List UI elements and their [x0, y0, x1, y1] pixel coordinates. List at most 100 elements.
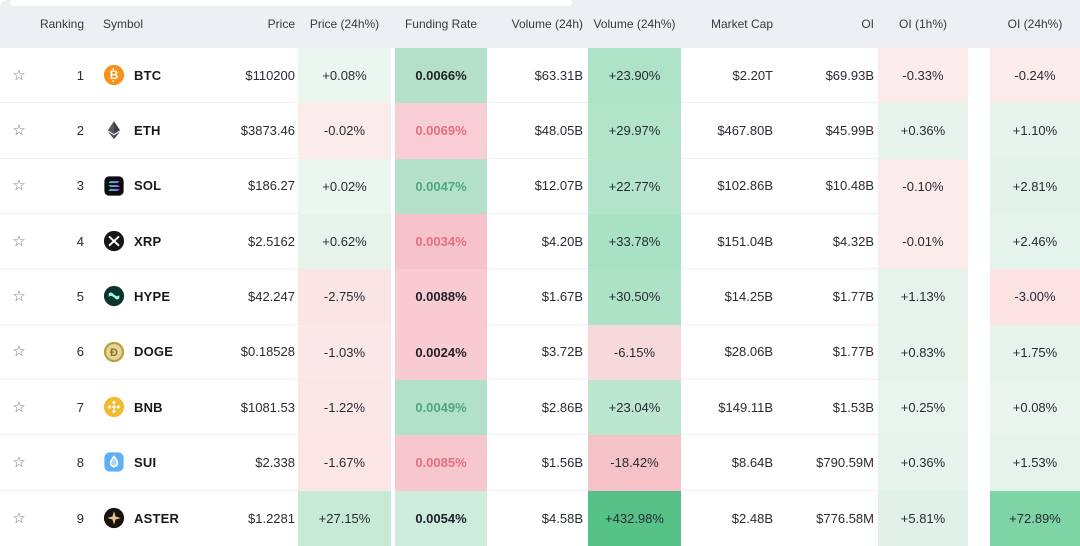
vol-cell: $12.07B — [487, 159, 588, 214]
oi24h-cell: +1.10% — [990, 103, 1080, 159]
symbol-cell[interactable]: HYPE — [94, 269, 230, 325]
oi24h-value: -3.00% — [1014, 289, 1056, 305]
funding-value: 0.0088% — [415, 289, 467, 305]
vol-cell: $48.05B — [487, 103, 588, 159]
funding-value: 0.0024% — [415, 344, 467, 360]
favorite-star-icon[interactable]: ☆ — [12, 509, 26, 527]
table-row: ☆ 5 HYPE $42.247 -2.75% 0.0088% $1.67B +30.50% $… — [0, 269, 1080, 325]
oi1h-value: +1.13% — [900, 289, 946, 305]
column-header-price24[interactable]: Price (24h%) — [298, 0, 391, 48]
column-header-oi24h[interactable]: OI (24h%) — [990, 0, 1080, 48]
vol-cell: $1.56B — [487, 435, 588, 491]
price-cell: $1.2281 — [230, 491, 298, 546]
price-cell: $1081.53 — [230, 380, 298, 436]
symbol-label: BNB — [134, 399, 163, 415]
oi-value: $776.58M — [816, 510, 874, 526]
vol-cell: $4.58B — [487, 491, 588, 546]
oi-value: $1.53B — [832, 399, 874, 415]
column-header-label: Volume (24h) — [511, 17, 583, 31]
column-header-label: Price — [267, 17, 295, 31]
column-header-funding[interactable]: Funding Rate — [395, 0, 487, 48]
mcap-cell: $149.11B — [681, 380, 780, 436]
column-header-label: Market Cap — [710, 17, 773, 31]
oi-cell: $1.77B — [780, 269, 878, 325]
column-header-label: Ranking — [39, 17, 84, 31]
funding-cell: 0.0024% — [395, 324, 487, 380]
price24-cell: +0.62% — [298, 213, 391, 270]
favorite-star-icon[interactable]: ☆ — [12, 343, 26, 361]
price24-value: +0.08% — [322, 68, 367, 84]
price24-value: +0.62% — [322, 234, 367, 250]
symbol-cell[interactable]: XRP — [94, 214, 230, 270]
favorite-star-icon[interactable]: ☆ — [12, 66, 26, 84]
table-row: ☆ 2 ETH $3873.46 -0.02% 0.0069% $48.05B +29.97%… — [0, 103, 1080, 159]
symbol-cell[interactable]: BNB — [94, 380, 230, 436]
mcap-cell: $2.48B — [681, 491, 780, 546]
column-header-oi1h[interactable]: OI (1h%) — [878, 0, 968, 48]
symbol-label: XRP — [134, 233, 162, 249]
column-gap — [968, 435, 990, 490]
price24-cell: -1.22% — [298, 379, 391, 436]
ranking-cell: 5 — [38, 269, 94, 325]
vol-value: $4.58B — [541, 510, 583, 526]
column-header-price[interactable]: Price — [230, 0, 298, 48]
price-value: $3873.46 — [240, 122, 295, 138]
column-header-label: Volume (24h%) — [593, 17, 676, 31]
vol24-value: +23.04% — [608, 400, 661, 416]
oi24h-cell: +1.53% — [990, 435, 1080, 491]
ranking-value: 4 — [76, 233, 84, 249]
favorite-star-icon[interactable]: ☆ — [12, 287, 26, 305]
oi24h-cell: -3.00% — [990, 269, 1080, 325]
vol-cell: $1.67B — [487, 269, 588, 325]
funding-value: 0.0066% — [415, 68, 467, 84]
column-header-mcap[interactable]: Market Cap — [681, 0, 780, 48]
oi24h-cell: +0.08% — [990, 379, 1080, 436]
column-header-oi[interactable]: OI — [780, 0, 878, 48]
symbol-cell[interactable]: SUI — [94, 435, 230, 491]
column-header-symbol[interactable]: Symbol — [94, 0, 230, 48]
column-gap — [968, 325, 990, 380]
column-header-vol24[interactable]: Volume (24h%) — [588, 0, 681, 48]
vol-value: $1.56B — [541, 454, 583, 470]
symbol-cell[interactable]: ASTER — [94, 491, 230, 546]
oi1h-cell: +0.83% — [878, 324, 968, 380]
favorite-star-icon[interactable]: ☆ — [12, 121, 26, 139]
funding-value: 0.0034% — [415, 234, 467, 250]
ranking-cell: 6 — [38, 325, 94, 380]
column-header-vol[interactable]: Volume (24h) — [487, 0, 588, 48]
price24-cell: +0.02% — [298, 158, 391, 214]
column-gap — [968, 380, 990, 435]
mcap-value: $2.48B — [731, 510, 773, 526]
favorite-star-icon[interactable]: ☆ — [12, 398, 26, 416]
table-row: ☆ 7 BNB $1081.53 -1.22% 0.0049% $2.86B +23.04% $… — [0, 379, 1080, 436]
funding-cell: 0.0085% — [395, 435, 487, 491]
symbol-cell[interactable]: SOL — [94, 159, 230, 214]
favorite-star-icon[interactable]: ☆ — [12, 232, 26, 250]
oi-value: $790.59M — [816, 454, 874, 470]
symbol-label: SOL — [134, 178, 162, 194]
favorite-star-icon[interactable]: ☆ — [12, 453, 26, 471]
favorite-cell: ☆ — [0, 380, 38, 436]
oi24h-value: +72.89% — [1009, 510, 1061, 526]
oi1h-value: -0.10% — [902, 178, 944, 194]
oi-value: $4.32B — [832, 233, 874, 249]
vol-cell: $2.86B — [487, 380, 588, 436]
symbol-cell[interactable]: B BTC — [94, 48, 230, 104]
vol24-cell: +23.90% — [588, 48, 681, 104]
ranking-value: 9 — [76, 510, 84, 526]
favorite-star-icon[interactable]: ☆ — [12, 177, 26, 195]
mcap-cell: $14.25B — [681, 269, 780, 325]
column-header-ranking[interactable]: Ranking — [38, 0, 94, 48]
oi24h-value: +2.81% — [1012, 178, 1058, 194]
price24-cell: +0.08% — [298, 48, 391, 104]
vol-value: $2.86B — [541, 399, 583, 415]
price24-value: -1.22% — [323, 400, 366, 416]
symbol-cell[interactable]: ETH — [94, 103, 230, 159]
vol24-value: -6.15% — [613, 344, 656, 360]
price-value: $110200 — [245, 67, 295, 83]
symbol-cell[interactable]: Đ DOGE — [94, 325, 230, 380]
mcap-value: $14.25B — [724, 288, 773, 304]
price24-value: -0.02% — [323, 123, 366, 139]
ranking-cell: 9 — [38, 491, 94, 546]
oi-cell: $1.53B — [780, 380, 878, 436]
